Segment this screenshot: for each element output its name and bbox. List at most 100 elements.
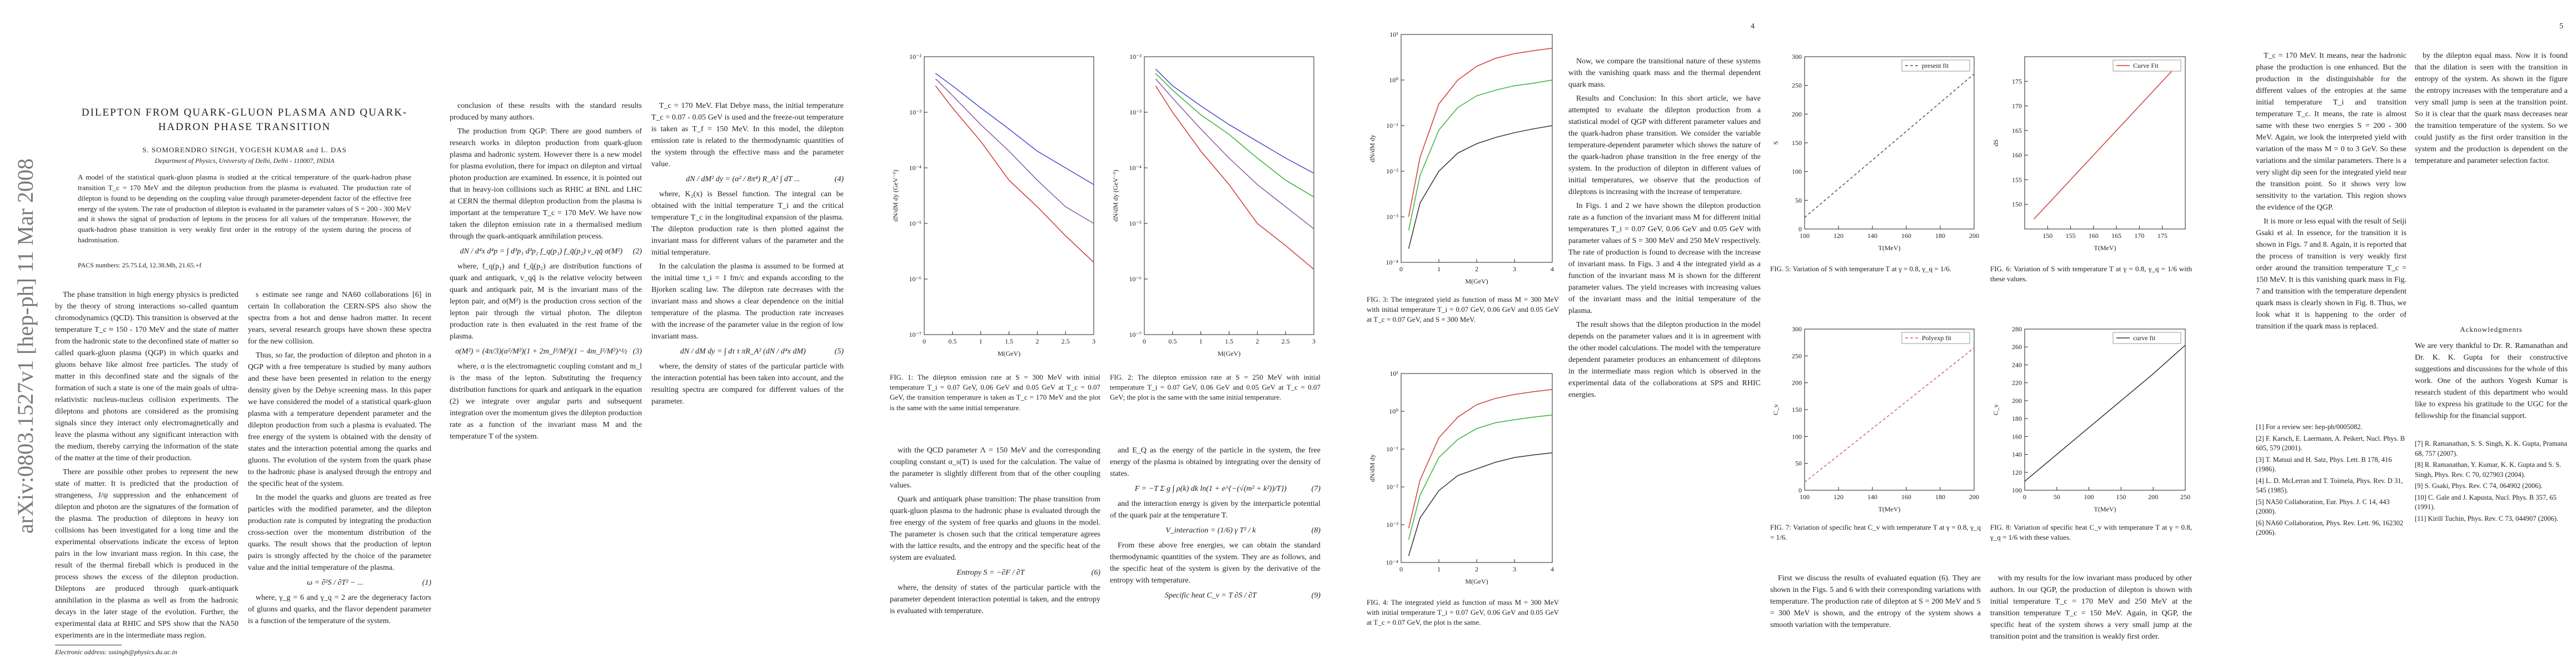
reference: [5] NA50 Collaboration, Eur. Phys. J. C … bbox=[2256, 497, 2390, 516]
figure-plot: 0 1 2 3 4 10⁻⁴ 10⁻³ 10⁻² 10⁻¹ 10⁰ 10¹ M(GeV) dN/dM d… bbox=[1368, 31, 1554, 285]
paragraph: where, the density of states of the part… bbox=[651, 362, 844, 406]
paragraph: and the interaction energy is given by t… bbox=[1110, 500, 1321, 520]
y-tick-label: 165 bbox=[2012, 127, 2022, 135]
x-tick-label: 2 bbox=[1255, 337, 1259, 345]
data-line bbox=[935, 73, 1094, 185]
plot-frame bbox=[1804, 328, 1975, 491]
x-tick-label: 140 bbox=[1867, 493, 1877, 501]
y-tick-label: 100 bbox=[2012, 486, 2022, 494]
y-tick-label: 10⁻⁴ bbox=[1386, 258, 1398, 266]
text-column: by the dilepton equal mass. Now it is fo… bbox=[2415, 50, 2568, 311]
y-tick-label: 175 bbox=[2012, 77, 2022, 85]
legend-label: Curve Fit bbox=[2133, 62, 2159, 69]
x-tick-label: 3 bbox=[1513, 565, 1516, 573]
reference: [6] NA60 Collaboration, Phys. Rev. Lett.… bbox=[2256, 519, 2404, 537]
y-tick-label: 180 bbox=[2012, 415, 2022, 422]
reference: [3] T. Matsui and H. Satz, Phys. Lett. B… bbox=[2256, 455, 2392, 474]
x-tick-label: 1 bbox=[1437, 565, 1441, 573]
equation-body: dN / d⁴x d⁴p = ∫ d³p₁ d³p₂ f_q(p₁) f_q̄(… bbox=[460, 247, 623, 256]
data-line bbox=[1408, 79, 1553, 231]
data-line bbox=[1155, 68, 1314, 174]
y-tick-label: 10¹ bbox=[1389, 31, 1398, 38]
figure-plot: 0 0.5 1 1.5 2 2.5 3 10⁻⁷ 10⁻⁶ 10⁻⁵ 10⁻⁴ 10⁻³ 10⁻² M(G… bbox=[1112, 53, 1316, 357]
x-tick-label: 4 bbox=[1551, 565, 1554, 573]
y-tick-label: 10⁻¹ bbox=[1386, 445, 1398, 453]
data-line bbox=[1408, 414, 1553, 540]
footnote: Electronic address: sssingh@physics.du.a… bbox=[55, 648, 177, 656]
reference: [9] S. Gsaki, Phys. Rev. C 74, 064902 (2… bbox=[2415, 482, 2543, 490]
y-tick-label: 10⁻² bbox=[1129, 53, 1142, 61]
legend-label: present fit bbox=[1922, 62, 1949, 69]
figure-caption: FIG. 2: The dilepton emission rate at S … bbox=[1110, 373, 1321, 402]
equation-number: (5) bbox=[834, 347, 844, 356]
paragraph: T_c = 170 MeV. Flat Debye mass, the init… bbox=[651, 102, 844, 168]
y-tick-label: 200 bbox=[1792, 379, 1802, 387]
y-tick-label: 240 bbox=[2012, 361, 2022, 369]
text-column: conclusion of these results with the sta… bbox=[450, 100, 642, 659]
figure-caption: FIG. 6: Variation of S with temperature … bbox=[1990, 265, 2192, 283]
page-number: 4 bbox=[1751, 22, 1755, 31]
y-tick-label: 50 bbox=[1795, 196, 1802, 204]
equation-body: Specific heat C_v = T ∂S / ∂T bbox=[1164, 591, 1257, 600]
equation-number: (7) bbox=[1311, 485, 1321, 493]
y-axis-label: C_v bbox=[1992, 404, 2000, 415]
y-tick-label: 170 bbox=[2012, 102, 2022, 110]
y-tick-label: 50 bbox=[1795, 460, 1802, 467]
references: [1] For a review see: hep-ph/0005082. [2]… bbox=[2256, 422, 2406, 540]
paragraph: In Figs. 1 and 2 we have shown the dilep… bbox=[1568, 202, 1761, 315]
y-tick-label: 100 bbox=[1792, 432, 1802, 440]
x-tick-label: 1.5 bbox=[1225, 337, 1233, 345]
paragraph: The production from QGP: There are good … bbox=[450, 127, 642, 241]
ack-heading: Acknowledgments bbox=[2460, 325, 2523, 334]
x-tick-label: 200 bbox=[2148, 493, 2158, 501]
arxiv-stamp: arXiv:0803.1527v1 [hep-ph] 11 Mar 2008 bbox=[13, 158, 38, 534]
data-line bbox=[1408, 452, 1553, 556]
ack-text: We are very thankful to Dr. R. Ramanatha… bbox=[2415, 342, 2568, 420]
figure-plot: 0 50 100 150 200 250 100 120 140 160 180 200 220 240 2… bbox=[1992, 325, 2190, 513]
y-axis-label: dN/dM dy bbox=[1368, 135, 1376, 162]
x-tick-label: 150 bbox=[2116, 493, 2126, 501]
data-line bbox=[2033, 66, 2177, 220]
paragraph: with the QCD parameter Λ = 150 MeV and t… bbox=[890, 446, 1100, 490]
reference: [11] Kirill Tuchin, Phys. Rev. C 73, 044… bbox=[2415, 514, 2559, 522]
x-axis-label: T(MeV) bbox=[2094, 244, 2116, 252]
paragraph: Now, we compare the transitional nature … bbox=[1568, 57, 1761, 89]
y-tick-label: 10⁰ bbox=[1389, 76, 1398, 84]
x-tick-label: 165 bbox=[2111, 232, 2121, 240]
x-axis-label: M(GeV) bbox=[1465, 578, 1488, 585]
text-column: s estimate see range and NA60 collaborat… bbox=[248, 289, 431, 659]
reference: [7] R. Ramanathan, S. S. Singh, K. K. Gu… bbox=[2415, 440, 2567, 457]
figure-plot: 100 120 140 160 180 200 0 50 100 150 200 250 300 T(Me… bbox=[1772, 53, 1979, 252]
data-line bbox=[2024, 345, 2186, 482]
equation-body: V_interaction = (1/6) γ T² / k bbox=[1165, 526, 1256, 535]
data-line bbox=[1155, 73, 1314, 197]
y-tick-label: 250 bbox=[1792, 82, 1802, 89]
paragraph: s estimate see range and NA60 collaborat… bbox=[248, 291, 431, 346]
x-tick-label: 0.5 bbox=[1168, 337, 1177, 345]
x-tick-label: 50 bbox=[2054, 493, 2060, 501]
x-tick-label: 1.5 bbox=[1005, 337, 1013, 345]
x-tick-label: 100 bbox=[2084, 493, 2094, 501]
legend-box bbox=[1901, 59, 1970, 72]
equation: dN / d⁴x d⁴p = ∫ d³p₁ d³p₂ f_q(p₁) f_q̄(… bbox=[450, 246, 642, 257]
x-tick-label: 155 bbox=[2066, 232, 2076, 240]
x-axis-label: T(MeV) bbox=[1879, 244, 1901, 252]
equation-body: dN / dM dy = ∫ dτ τ πR_A² (dN / d⁴x dM) bbox=[680, 347, 806, 356]
y-tick-label: 100 bbox=[1792, 168, 1802, 176]
y-tick-label: 260 bbox=[2012, 343, 2022, 351]
plot-frame bbox=[1401, 34, 1553, 263]
figure-plot: 0 0.5 1 1.5 2 2.5 3 10⁻⁷ 10⁻⁶ 10⁻⁵ 10⁻⁴ 10⁻³ 10⁻² M(G… bbox=[891, 53, 1095, 357]
figure-caption: FIG. 5: Variation of S with temperature … bbox=[1770, 265, 1951, 273]
paragraph: where, α is the electromagnetic coupling… bbox=[450, 362, 642, 441]
plot-frame bbox=[924, 56, 1094, 335]
data-line bbox=[1408, 389, 1553, 529]
data-line bbox=[1408, 47, 1553, 217]
x-tick-label: 0 bbox=[1399, 265, 1403, 273]
references: [7] R. Ramanathan, S. S. Singh, K. K. Gu… bbox=[2415, 439, 2568, 525]
x-tick-label: 2.5 bbox=[1062, 337, 1070, 345]
equation: dN / dM² dy = (α² / 8π⁴) R_A² ∫ dT ... (4… bbox=[651, 173, 844, 185]
x-tick-label: 150 bbox=[2042, 232, 2052, 240]
paragraph: where, γ_g = 6 and γ_q = 2 are the degen… bbox=[248, 594, 431, 625]
y-tick-label: 10¹ bbox=[1389, 370, 1398, 377]
authors: S. SOMORENDRO SINGH, YOGESH KUMAR and L.… bbox=[142, 146, 347, 154]
